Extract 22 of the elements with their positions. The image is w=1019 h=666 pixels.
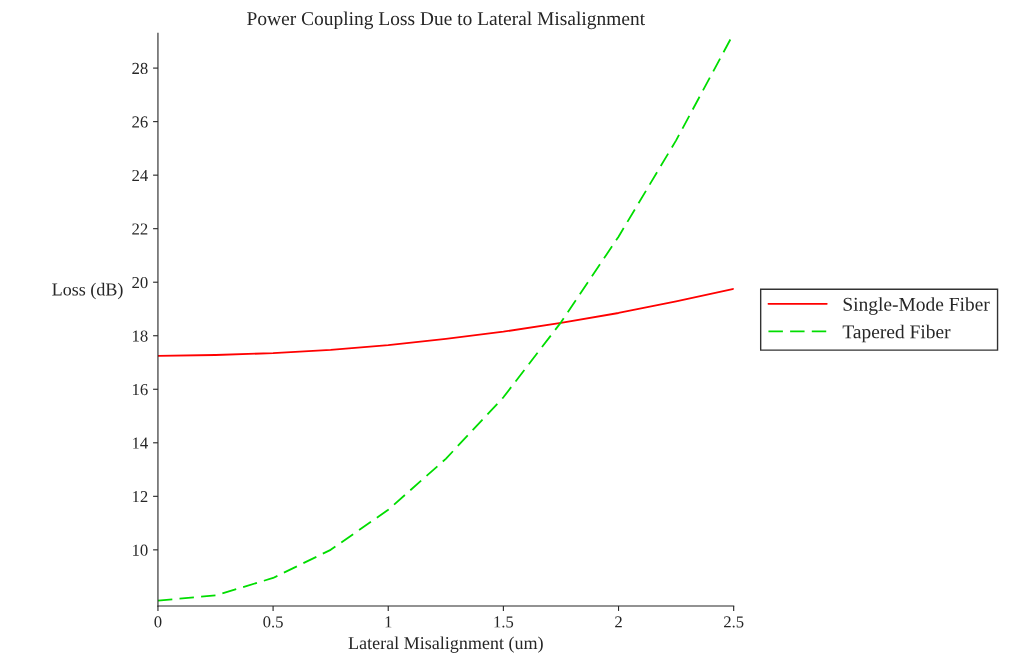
y-tick-label: 12 <box>133 491 148 503</box>
x-tick-label: 0.5 <box>263 616 283 628</box>
x-tick-label: 1.5 <box>494 616 514 628</box>
y-tick-label: 18 <box>133 330 148 342</box>
y-axis-title: Loss (dB) <box>52 282 123 300</box>
y-tick-label: 10 <box>133 544 148 556</box>
x-axis-title: Lateral Misalignment (um) <box>348 636 543 653</box>
legend-label: Tapered Fiber <box>842 324 951 343</box>
x-tick-label: 2 <box>615 616 622 628</box>
chart-title: Power Coupling Loss Due to Lateral Misalignment <box>247 11 645 30</box>
y-tick-label: 24 <box>132 169 148 181</box>
legend-label: Single-Mode Fiber <box>843 297 990 315</box>
y-tick-label: 14 <box>133 437 148 449</box>
y-tick-label: 22 <box>132 223 148 235</box>
x-tick-label: 2.5 <box>724 616 744 628</box>
x-tick-label: 1 <box>385 616 392 628</box>
y-tick-label: 16 <box>133 384 148 396</box>
y-tick-label: 20 <box>132 276 148 289</box>
line-series <box>157 287 734 357</box>
x-tick-label: 0 <box>154 616 162 628</box>
y-tick-label: 28 <box>132 62 148 75</box>
y-tick-label: 26 <box>132 116 148 128</box>
